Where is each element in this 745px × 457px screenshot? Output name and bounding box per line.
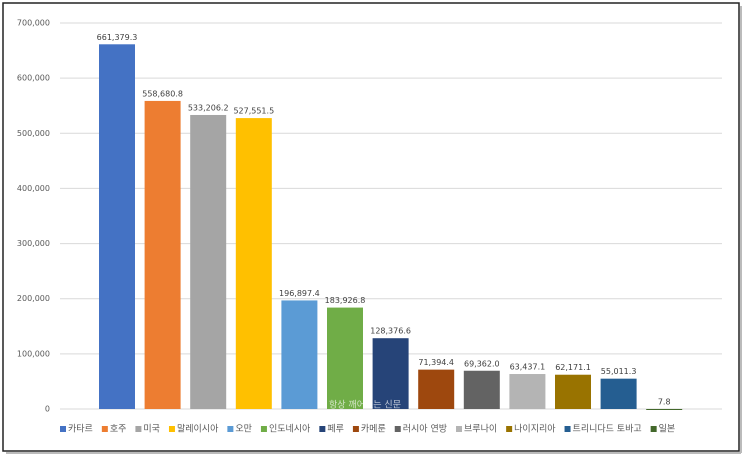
- data-label: 661,379.3: [97, 33, 138, 42]
- data-label: 196,897.4: [279, 289, 320, 298]
- legend-label: 브루나이: [464, 424, 497, 435]
- data-label: 183,926.8: [325, 296, 366, 305]
- legend-swatch: [168, 426, 175, 432]
- bar: [372, 338, 409, 409]
- legend-swatch: [227, 426, 234, 432]
- legend-label: 오만: [235, 424, 252, 435]
- y-tick-label: 200,000: [17, 294, 50, 303]
- data-label: 533,206.2: [188, 103, 229, 112]
- legend-label: 인도네시아: [269, 424, 311, 435]
- bar: [327, 307, 363, 409]
- watermark: 항상 깨어있는 신문: [329, 399, 401, 411]
- y-tick-label: 300,000: [17, 239, 50, 248]
- legend-swatch: [506, 426, 513, 432]
- data-label: 527,551.5: [233, 107, 274, 116]
- bar: [555, 374, 591, 409]
- legend-swatch: [135, 426, 142, 432]
- legend-swatch: [352, 426, 359, 432]
- bar: [144, 100, 181, 410]
- legend-label: 호주: [110, 424, 127, 435]
- legend-label: 나이지리아: [514, 424, 556, 435]
- bar: [99, 44, 135, 409]
- data-label: 128,376.6: [370, 327, 411, 336]
- legend-label: 카타르: [68, 424, 93, 435]
- data-label: 63,437.1: [510, 363, 546, 372]
- legend-label: 페루: [327, 424, 344, 435]
- legend-label: 트리니다드 토바고: [573, 424, 642, 435]
- legend-label: 일본: [659, 424, 676, 435]
- y-tick-label: 600,000: [17, 74, 50, 83]
- y-tick-label: 500,000: [17, 129, 50, 138]
- legend-label: 카메룬: [361, 424, 386, 435]
- legend-swatch: [319, 426, 326, 432]
- bar: [235, 118, 272, 410]
- legend-swatch: [394, 426, 401, 432]
- y-tick-label: 100,000: [17, 349, 50, 358]
- legend-swatch: [101, 426, 108, 432]
- data-label: 62,171.1: [555, 363, 591, 372]
- legend-swatch: [60, 426, 66, 432]
- legend-swatch: [456, 426, 463, 432]
- bar: [646, 408, 683, 410]
- y-tick-label: 0: [45, 405, 50, 414]
- y-tick-label: 700,000: [17, 19, 50, 28]
- data-label: 558,680.8: [142, 89, 183, 98]
- bar: [509, 374, 546, 409]
- data-label: 71,394.4: [418, 358, 454, 367]
- bar: [600, 378, 637, 409]
- bar: [418, 369, 455, 409]
- data-label: 7.8: [658, 397, 671, 406]
- legend-swatch: [650, 426, 657, 432]
- data-label: 55,011.3: [601, 367, 637, 376]
- legend-label: 러시아 연방: [403, 424, 447, 435]
- legend-swatch: [260, 426, 267, 432]
- bar: [463, 370, 500, 409]
- y-tick-label: 400,000: [17, 184, 50, 193]
- bar: [281, 300, 318, 409]
- bar: [190, 114, 227, 410]
- legend-label: 말레이시아: [177, 423, 219, 435]
- legend-label: 미국: [143, 424, 160, 435]
- data-label: 69,362.0: [464, 359, 500, 368]
- legend-swatch: [564, 426, 571, 432]
